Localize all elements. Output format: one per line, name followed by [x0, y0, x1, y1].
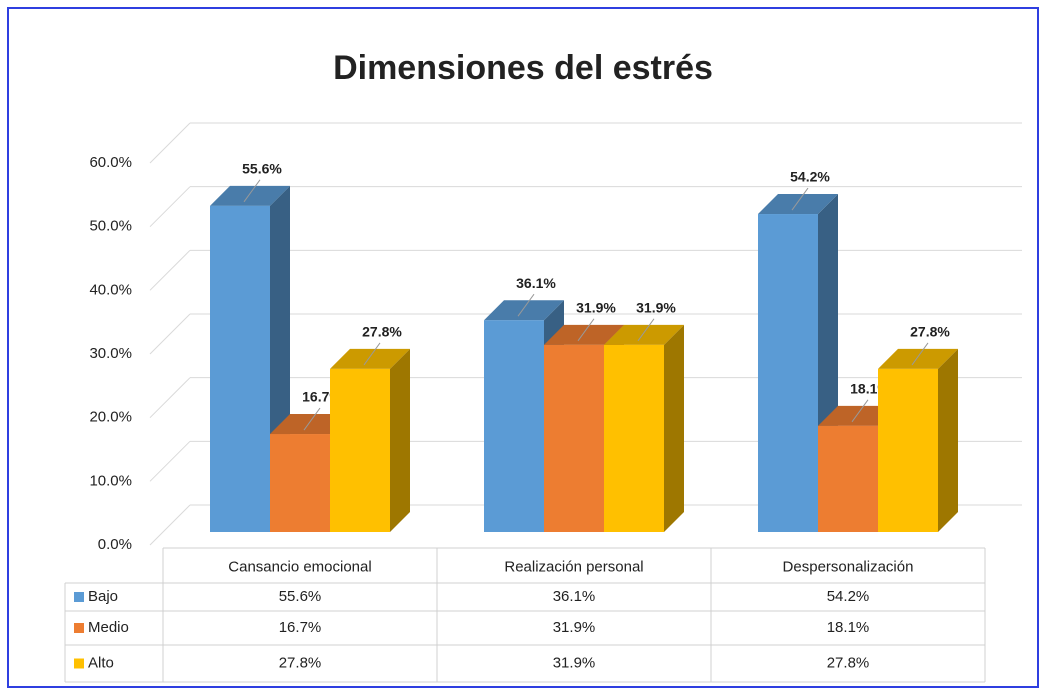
bar	[270, 434, 330, 532]
x-tick-label: Cansancio emocional	[228, 558, 371, 575]
y-tick-label: 30.0%	[89, 345, 132, 362]
grid-line-side	[149, 186, 191, 228]
grid-line-side	[149, 440, 191, 482]
label-leader	[851, 399, 869, 423]
grid-line-side	[149, 313, 191, 355]
y-tick-label: 0.0%	[98, 536, 132, 553]
table-cell: 36.1%	[553, 588, 596, 605]
bar	[544, 344, 604, 532]
bar-top	[544, 324, 624, 345]
table-cell: 27.8%	[279, 654, 322, 671]
bar	[878, 368, 938, 532]
bar	[818, 425, 878, 532]
y-tick-label: 10.0%	[89, 472, 132, 489]
x-tick-label: Realización personal	[504, 558, 643, 575]
legend-key	[74, 658, 84, 669]
label-leader	[637, 318, 655, 342]
bar	[484, 320, 544, 532]
data-label: 27.8%	[910, 324, 950, 340]
bar-top	[210, 185, 290, 206]
label-leader	[517, 293, 535, 317]
table-cell: 54.2%	[827, 588, 870, 605]
bar-side	[938, 348, 958, 532]
legend-key	[74, 623, 84, 633]
y-tick-label: 60.0%	[89, 154, 132, 171]
label-leader	[911, 342, 929, 366]
legend-label: Medio	[88, 619, 129, 636]
bar	[210, 205, 270, 532]
grid-line-side	[149, 377, 191, 419]
table-cell: 31.9%	[553, 654, 596, 671]
bar-top	[878, 348, 958, 369]
chart-title: Dimensiones del estrés	[333, 49, 713, 87]
legend-key	[74, 592, 84, 602]
y-tick-label: 40.0%	[89, 281, 132, 298]
y-tick-label: 50.0%	[89, 218, 132, 235]
label-leader	[791, 187, 809, 211]
bar	[330, 368, 390, 532]
bar-top	[484, 300, 564, 321]
label-leader	[243, 179, 261, 203]
data-label: 36.1%	[516, 275, 556, 291]
label-leader	[303, 407, 321, 431]
label-leader	[363, 342, 381, 366]
data-label: 31.9%	[636, 300, 676, 316]
bar	[604, 344, 664, 532]
grid-line-side	[149, 249, 191, 291]
table-cell: 27.8%	[827, 654, 870, 671]
data-label: 54.2%	[790, 169, 830, 185]
grid-line-side	[149, 122, 191, 164]
data-label: 55.6%	[242, 161, 282, 177]
y-tick-label: 20.0%	[89, 409, 132, 426]
legend-label: Bajo	[88, 588, 118, 605]
bar-top	[758, 194, 838, 215]
x-tick-label: Despersonalización	[783, 558, 914, 575]
data-label: 27.8%	[362, 324, 402, 340]
bar	[758, 214, 818, 532]
bar-side	[664, 324, 684, 532]
table-cell: 55.6%	[279, 588, 322, 605]
bar-top	[330, 348, 410, 369]
grid-line-side	[149, 504, 191, 546]
data-label: 31.9%	[576, 300, 616, 316]
table-cell: 31.9%	[553, 619, 596, 636]
table-cell: 16.7%	[279, 619, 322, 636]
bar-side	[390, 348, 410, 532]
table-cell: 18.1%	[827, 619, 870, 636]
label-leader	[577, 318, 595, 342]
legend-label: Alto	[88, 654, 114, 671]
bar-top	[604, 324, 684, 345]
